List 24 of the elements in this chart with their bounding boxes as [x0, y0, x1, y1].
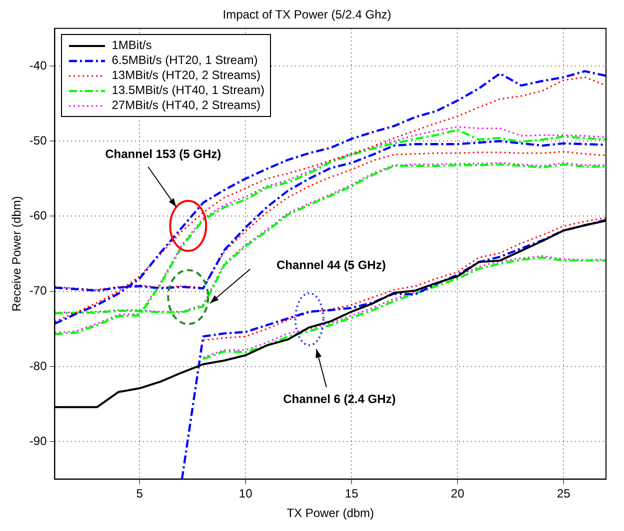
x-tick-label: 25	[556, 486, 571, 501]
legend-label: 1MBit/s	[112, 38, 152, 54]
annotation: Channel 44 (5 GHz)	[276, 258, 386, 272]
x-tick-label: 15	[344, 486, 359, 501]
y-tick-label: -70	[29, 284, 48, 298]
y-tick-label: -60	[29, 208, 48, 223]
x-axis-title: TX Power (dbm)	[286, 506, 374, 520]
x-tick-label: 20	[450, 486, 465, 501]
y-tick-label: -50	[29, 133, 48, 148]
x-tick-label: 10	[238, 486, 253, 501]
y-tick-label: -40	[29, 58, 48, 72]
legend-label: 27MBit/s (HT40, 2 Streams)	[112, 98, 260, 114]
annotation: Channel 153 (5 GHz)	[105, 146, 222, 161]
y-tick-label: -80	[29, 358, 48, 373]
chart-title: Impact of TX Power (5/2.4 Ghz)	[222, 8, 392, 22]
x-tick-label: 5	[136, 486, 144, 501]
legend-label: 13.5MBit/s (HT40, 1 Stream)	[112, 83, 264, 98]
y-tick-label: -90	[29, 434, 48, 448]
legend-label: 6.5MBit/s (HT20, 1 Stream)	[112, 53, 258, 68]
line-series	[180, 218, 606, 480]
line-series	[202, 216, 606, 341]
y-axis-title: Receive Power (dbm)	[10, 196, 24, 312]
annotation: Channel 6 (2.4 GHz)	[283, 392, 396, 406]
legend-label: 13MBit/s (HT20, 2 Streams)	[112, 68, 260, 84]
